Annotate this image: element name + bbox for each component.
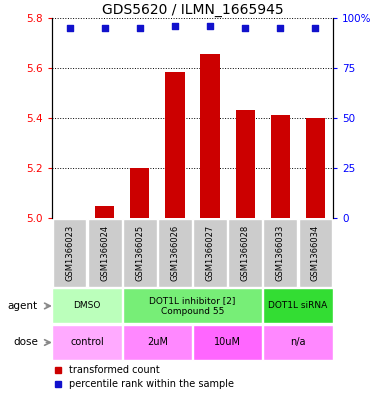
Bar — [236, 110, 255, 218]
Text: GSM1366023: GSM1366023 — [65, 225, 74, 281]
Text: GSM1366027: GSM1366027 — [206, 225, 214, 281]
Text: control: control — [70, 338, 104, 347]
Bar — [130, 168, 149, 218]
Bar — [263, 325, 333, 360]
Text: dose: dose — [13, 338, 38, 347]
Bar — [53, 219, 86, 287]
Text: GSM1366024: GSM1366024 — [100, 225, 109, 281]
Text: GSM1366025: GSM1366025 — [135, 225, 144, 281]
Text: GSM1366026: GSM1366026 — [171, 225, 179, 281]
Bar — [88, 219, 122, 287]
Text: GSM1366034: GSM1366034 — [311, 225, 320, 281]
Bar — [52, 288, 122, 323]
Bar — [123, 219, 157, 287]
Text: 2uM: 2uM — [147, 338, 168, 347]
Text: GSM1366033: GSM1366033 — [276, 225, 285, 281]
Bar — [263, 288, 333, 323]
Bar — [122, 325, 192, 360]
Text: agent: agent — [8, 301, 38, 311]
Point — [312, 24, 318, 31]
Point — [277, 24, 283, 31]
Text: transformed count: transformed count — [69, 365, 160, 375]
Bar — [193, 325, 263, 360]
Point — [67, 24, 73, 31]
Point — [102, 24, 108, 31]
Bar — [263, 219, 297, 287]
Point — [172, 22, 178, 29]
Bar — [52, 325, 122, 360]
Text: n/a: n/a — [290, 338, 306, 347]
Bar — [165, 72, 184, 218]
Bar — [201, 54, 220, 218]
Point — [207, 22, 213, 29]
Bar — [271, 116, 290, 218]
Title: GDS5620 / ILMN_1665945: GDS5620 / ILMN_1665945 — [102, 3, 283, 17]
Text: DOT1L siRNA: DOT1L siRNA — [268, 301, 328, 310]
Text: percentile rank within the sample: percentile rank within the sample — [69, 379, 234, 389]
Point — [242, 24, 248, 31]
Bar — [158, 219, 192, 287]
Text: DOT1L inhibitor [2]
Compound 55: DOT1L inhibitor [2] Compound 55 — [149, 296, 236, 316]
Bar — [122, 288, 263, 323]
Bar — [299, 219, 332, 287]
Point — [137, 24, 143, 31]
Text: 10uM: 10uM — [214, 338, 241, 347]
Bar — [193, 219, 227, 287]
Bar — [306, 118, 325, 218]
Bar — [95, 206, 114, 218]
Bar — [228, 219, 262, 287]
Text: GSM1366028: GSM1366028 — [241, 225, 250, 281]
Text: DMSO: DMSO — [74, 301, 101, 310]
